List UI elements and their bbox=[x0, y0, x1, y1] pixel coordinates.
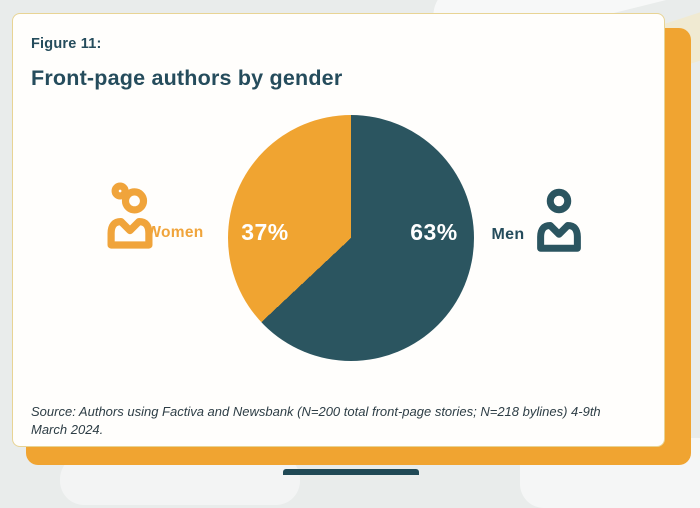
pie-label-men-percent: 63% bbox=[410, 219, 458, 245]
figure-title: Front-page authors by gender bbox=[31, 66, 343, 90]
figure-card: Figure 11: Front-page authors by gender … bbox=[12, 13, 665, 447]
pie-label-women-percent: 37% bbox=[241, 219, 289, 245]
page-background: Figure 11: Front-page authors by gender … bbox=[12, 0, 700, 508]
source-note: Source: Authors using Factiva and Newsba… bbox=[31, 404, 601, 437]
legend-label-women: Women bbox=[146, 224, 204, 241]
bottom-accent-bar bbox=[283, 469, 419, 475]
female-person-icon bbox=[101, 182, 159, 259]
pie-chart bbox=[228, 115, 474, 361]
male-person-icon bbox=[531, 186, 587, 263]
legend-label-men: Men bbox=[491, 226, 525, 243]
figure-label: Figure 11: bbox=[31, 36, 102, 52]
